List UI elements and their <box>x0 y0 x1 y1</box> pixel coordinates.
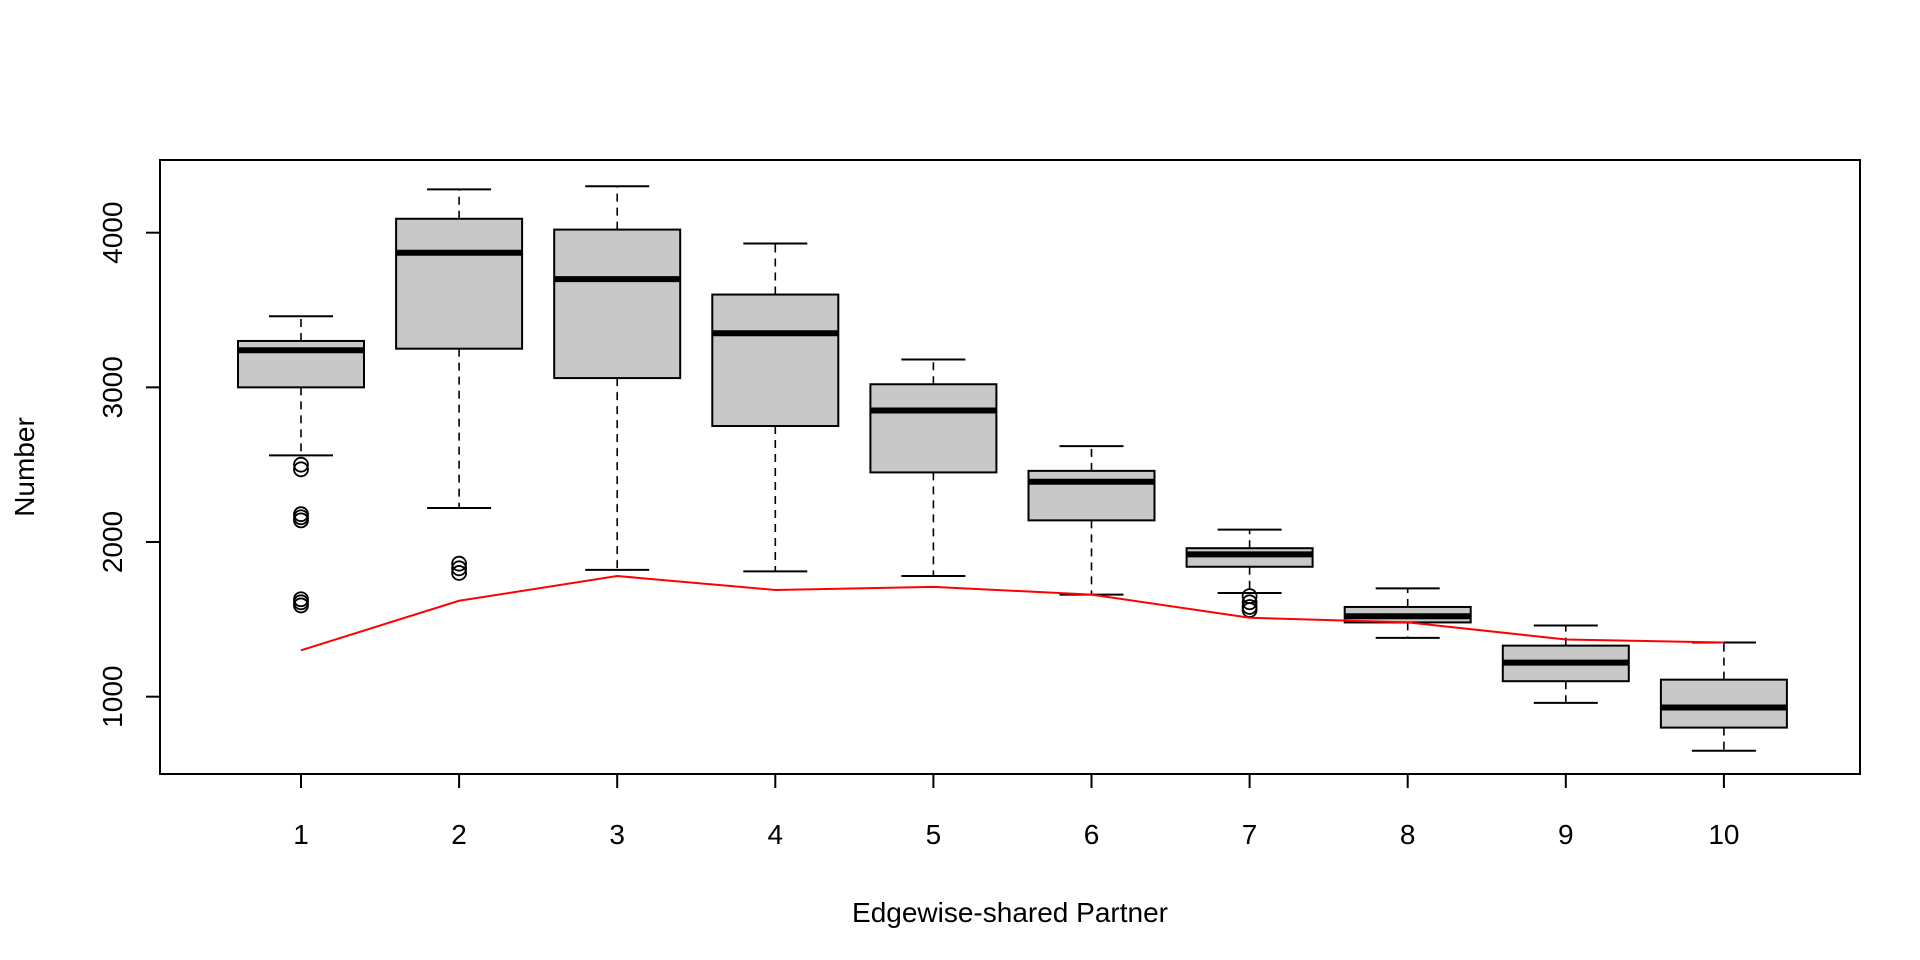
box-group-7 <box>1185 528 1314 618</box>
x-tick-label: 9 <box>1558 819 1574 850</box>
x-tick-label: 3 <box>609 819 625 850</box>
x-tick-label: 6 <box>1084 819 1100 850</box>
plot-frame <box>159 159 1861 775</box>
outlier-point <box>451 560 468 577</box>
box-group-9 <box>1501 624 1630 704</box>
box-iqr <box>395 217 524 350</box>
x-tick-label: 7 <box>1242 819 1258 850</box>
x-tick-label: 5 <box>926 819 942 850</box>
outlier-point <box>1241 594 1258 611</box>
x-tick-label: 10 <box>1708 819 1739 850</box>
box-iqr <box>869 383 998 474</box>
outlier-point <box>293 594 309 611</box>
box-group-6 <box>1027 445 1156 596</box>
box-group-1 <box>237 315 365 614</box>
box-iqr <box>711 293 840 428</box>
red-line-layer <box>300 575 1724 652</box>
y-tick-label: 2000 <box>97 511 128 573</box>
y-axis-label: Number <box>9 417 40 517</box>
box-iqr <box>1659 678 1788 729</box>
x-axis-label: Edgewise-shared Partner <box>852 897 1168 928</box>
x-tick-label: 8 <box>1400 819 1416 850</box>
x-axis: 1 2 3 4 5 6 7 8 9 10 <box>293 774 1739 850</box>
x-tick-label: 2 <box>451 819 467 850</box>
box-group-10 <box>1659 641 1788 752</box>
outlier-point <box>293 456 309 473</box>
x-tick-label: 1 <box>293 819 309 850</box>
box-group-5 <box>869 358 998 578</box>
y-axis: 1000 2000 3000 4000 <box>97 202 160 728</box>
red-line-series <box>300 575 1724 652</box>
outlier-point <box>293 461 309 478</box>
box-group-2 <box>395 188 524 581</box>
y-tick-label: 4000 <box>97 202 128 264</box>
box-group-8 <box>1343 587 1472 639</box>
outlier-point <box>451 555 468 572</box>
boxes-layer <box>237 185 1788 752</box>
box-group-3 <box>553 185 682 571</box>
x-tick-label: 4 <box>768 819 784 850</box>
box-iqr <box>1027 469 1156 522</box>
box-group-4 <box>711 242 840 573</box>
outlier-point <box>293 597 309 614</box>
box-iqr <box>1185 547 1314 568</box>
outlier-point <box>451 565 468 581</box>
y-tick-label: 1000 <box>97 666 128 728</box>
outlier-point <box>293 509 309 526</box>
outlier-point <box>293 512 309 529</box>
box-iqr <box>553 228 682 380</box>
y-tick-label: 3000 <box>97 356 128 418</box>
